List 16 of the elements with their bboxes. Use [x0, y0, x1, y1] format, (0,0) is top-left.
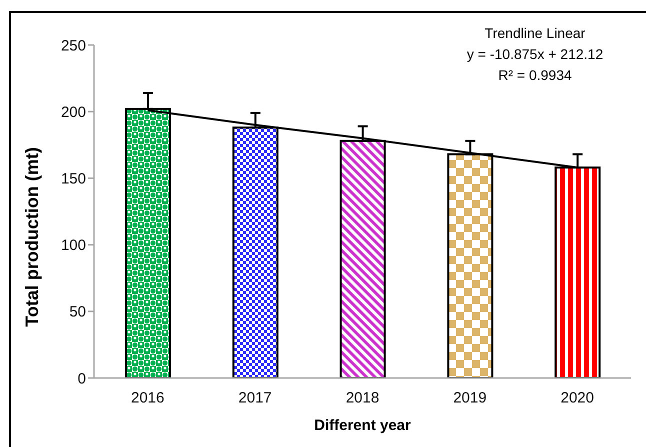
text: Trendline Linear [484, 25, 586, 41]
x-tick-label: 2017 [238, 390, 272, 407]
y-tick-label: 250 [60, 37, 86, 54]
y-tick-label: 100 [60, 237, 86, 254]
x-tick-label: 2019 [453, 390, 487, 407]
y-tick-label: 50 [69, 304, 86, 321]
annotation: R² = 0.9934 [498, 67, 572, 83]
x-tick-label: 2020 [560, 390, 594, 407]
x-tick-label: 2016 [131, 390, 164, 407]
x-axis-title: Different year [314, 417, 412, 434]
y-tick-label: 150 [60, 170, 86, 188]
y-axis-title: Total production (mt) [22, 147, 42, 327]
annotation: y = -10.875x + 212.12 [466, 46, 604, 62]
y-tick-label: 0 [78, 370, 86, 388]
y-tick-label: 200 [60, 104, 86, 121]
x-tick-label: 2018 [346, 390, 380, 407]
